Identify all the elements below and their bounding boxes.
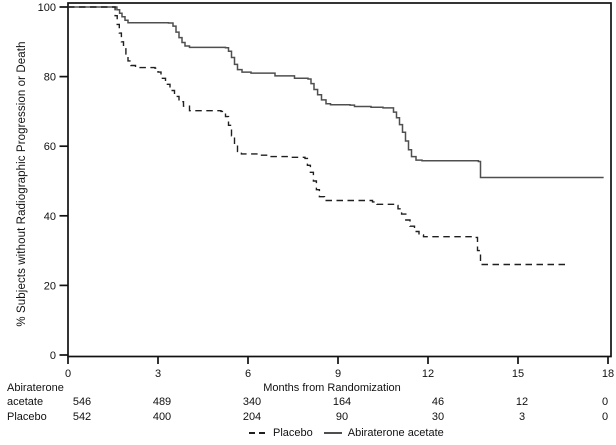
at-risk-count-placebo-m6: 204 (242, 411, 262, 423)
plot-frame (67, 2, 612, 358)
at-risk-count-placebo-m18: 0 (601, 411, 609, 423)
y-axis-label: % Subjects without Radiographic Progress… (16, 41, 28, 327)
at-risk-row-label-placebo: Placebo (7, 411, 47, 423)
at-risk-count-abiraterone-acetate-m3: 489 (152, 396, 172, 408)
chart-legend: Placebo Abiraterone acetate (249, 427, 444, 439)
x-tick-label: 9 (335, 368, 341, 380)
at-risk-count-abiraterone-acetate-m18: 0 (601, 396, 609, 408)
legend-label-placebo: Placebo (273, 427, 313, 439)
y-tick-label: 100 (38, 2, 56, 14)
at-risk-row-label-abiraterone-line1: Abiraterone (7, 382, 64, 394)
curve-placebo (68, 6, 569, 266)
x-tick-label: 12 (422, 368, 434, 380)
x-tick-label: 6 (245, 368, 251, 380)
curve-abiraterone-acetate (68, 6, 604, 179)
y-tick-label: 80 (44, 72, 56, 84)
at-risk-count-placebo-m9: 90 (335, 411, 349, 423)
at-risk-count-placebo-m0: 542 (72, 411, 92, 423)
at-risk-count-abiraterone-acetate-m0: 546 (72, 396, 92, 408)
placebo-dashed-line-swatch (249, 432, 267, 434)
at-risk-count-abiraterone-acetate-m9: 164 (332, 396, 352, 408)
at-risk-count-placebo-m12: 30 (431, 411, 445, 423)
x-tick-label: 3 (155, 368, 161, 380)
at-risk-count-placebo-m15: 3 (518, 411, 526, 423)
legend-label-abiraterone: Abiraterone acetate (347, 427, 444, 439)
x-tick-label: 18 (602, 368, 614, 380)
at-risk-count-abiraterone-acetate-m6: 340 (242, 396, 262, 408)
y-tick-label: 20 (44, 280, 56, 292)
y-tick-label: 0 (50, 350, 56, 362)
x-tick-label: 0 (65, 368, 71, 380)
x-tick-label: 15 (512, 368, 524, 380)
y-tick-label: 40 (44, 211, 56, 223)
at-risk-row-label-abiraterone-line2: acetate (7, 396, 44, 408)
at-risk-count-abiraterone-acetate-m15: 12 (515, 396, 529, 408)
y-tick-label: 60 (44, 141, 56, 153)
at-risk-count-placebo-m3: 400 (152, 411, 172, 423)
x-axis-label: Months from Randomization (263, 382, 401, 394)
abiraterone-solid-line-swatch (323, 432, 342, 434)
at-risk-count-abiraterone-acetate-m12: 46 (431, 396, 445, 408)
